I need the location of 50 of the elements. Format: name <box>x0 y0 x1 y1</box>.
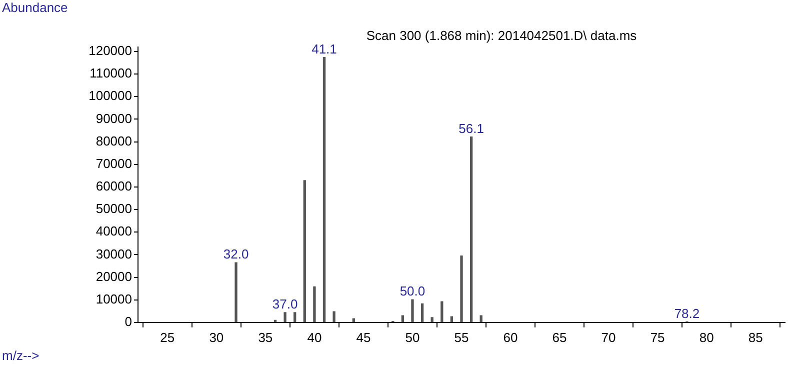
y-tick-label: 110000 <box>90 66 132 81</box>
x-axis-title: m/z--> <box>2 348 40 364</box>
x-tick-label: 80 <box>699 330 714 345</box>
x-tick-label: 50 <box>405 330 420 345</box>
bar <box>294 312 296 322</box>
chart-title: Scan 300 (1.868 min): 2014042501.D\ data.ms <box>366 28 638 44</box>
y-tick-label: 30000 <box>96 246 132 262</box>
y-tick-label: 70000 <box>96 156 132 171</box>
bar <box>411 299 414 322</box>
y-tick-label: 90000 <box>96 110 132 126</box>
y-tick-label: 10000 <box>96 291 132 306</box>
x-tick-label: 65 <box>552 330 567 345</box>
annotation: 56.1 <box>458 120 484 136</box>
y-tick-label: 120000 <box>88 43 132 58</box>
bar <box>313 286 316 322</box>
y-tick-label: 60000 <box>96 178 132 194</box>
bar <box>440 301 444 322</box>
bar <box>450 316 454 322</box>
y-tick-label: 80000 <box>96 133 132 148</box>
x-tick-label: 75 <box>650 330 665 345</box>
x-tick-label: 35 <box>258 330 273 345</box>
x-tick-label: 25 <box>160 330 175 345</box>
y-tick-label: 20000 <box>96 268 132 284</box>
y-axis-title: Abundance <box>2 0 68 16</box>
x-tick-label: 45 <box>356 330 371 345</box>
x-tick-label: 60 <box>503 330 518 345</box>
y-tick-label: 40000 <box>96 224 132 239</box>
bar <box>234 262 238 322</box>
bar <box>322 57 326 322</box>
x-tick-label: 30 <box>209 330 224 345</box>
x-tick-label: 85 <box>748 330 763 345</box>
bar <box>284 312 286 322</box>
bar <box>470 136 473 322</box>
x-tick-label: 70 <box>601 330 616 345</box>
annotation: 32.0 <box>223 246 249 262</box>
y-tick-label: 0 <box>124 314 132 329</box>
x-tick-label: 40 <box>307 330 322 345</box>
bar <box>430 317 434 322</box>
bar <box>460 255 463 322</box>
annotation: 37.0 <box>272 296 298 312</box>
y-tick-label: 100000 <box>88 88 132 104</box>
bar <box>420 303 424 322</box>
x-tick-label: 55 <box>454 330 469 345</box>
bar <box>303 180 306 322</box>
annotation: 50.0 <box>400 284 426 299</box>
bar <box>352 318 355 322</box>
annotation: 41.1 <box>312 41 337 56</box>
annotation: 78.2 <box>674 306 700 321</box>
bar <box>332 311 336 322</box>
y-tick-label: 50000 <box>96 201 132 216</box>
